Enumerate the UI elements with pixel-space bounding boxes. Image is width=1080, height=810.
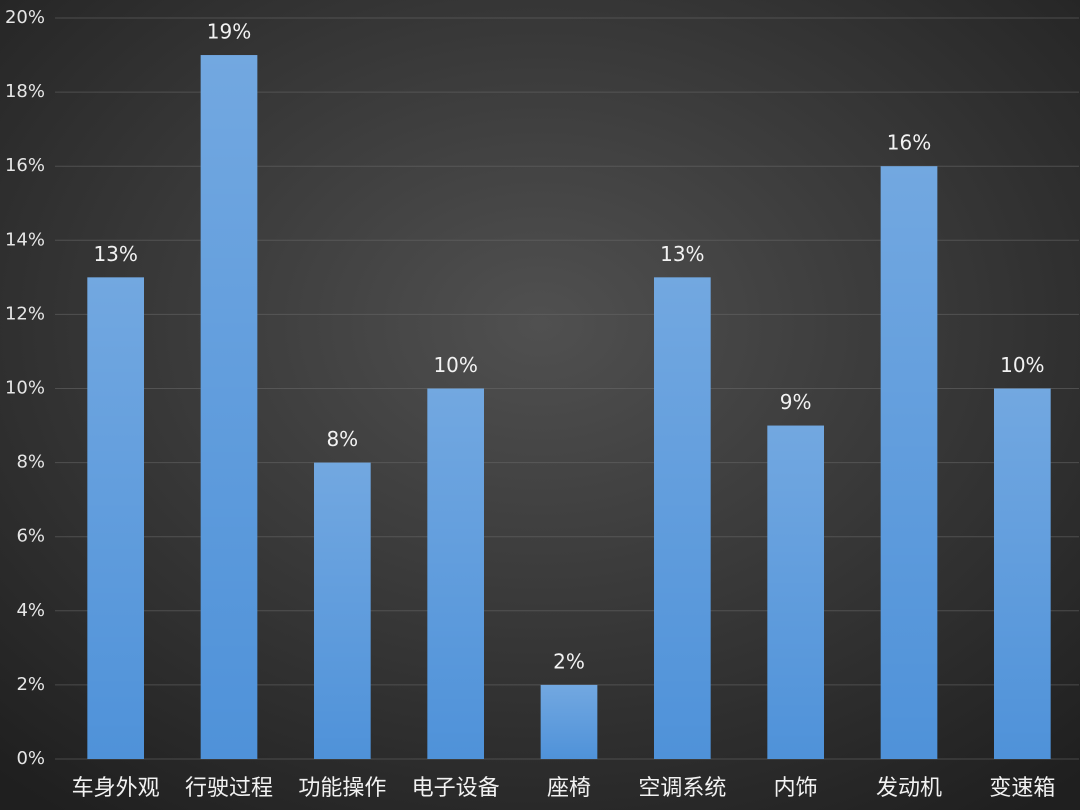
y-tick-label: 2% [16, 674, 45, 695]
y-tick-label: 0% [16, 748, 45, 769]
bar [87, 277, 144, 759]
bar [654, 277, 711, 759]
data-label: 10% [433, 353, 477, 377]
y-tick-label: 18% [5, 81, 45, 102]
data-label: 13% [93, 242, 137, 266]
x-tick-label: 电子设备 [412, 776, 500, 801]
x-tick-label: 内饰 [774, 776, 818, 801]
data-label: 2% [553, 649, 585, 673]
y-tick-label: 12% [5, 303, 45, 324]
y-tick-label: 10% [5, 378, 45, 399]
x-tick-label: 发动机 [876, 776, 942, 801]
y-tick-label: 4% [16, 600, 45, 621]
y-tick-label: 20% [5, 7, 45, 28]
x-tick-label: 变速箱 [989, 776, 1055, 801]
bar [880, 166, 938, 759]
x-tick-label: 行驶过程 [185, 776, 273, 801]
data-label: 10% [1000, 353, 1044, 377]
data-label: 8% [326, 427, 358, 451]
y-tick-label: 8% [16, 452, 45, 473]
x-tick-label: 座椅 [547, 776, 591, 801]
data-label: 9% [780, 390, 812, 414]
bar [314, 462, 371, 759]
data-label: 19% [207, 20, 251, 44]
y-tick-label: 16% [5, 155, 45, 176]
data-label: 16% [887, 131, 931, 155]
x-tick-label: 功能操作 [298, 776, 386, 801]
bar [540, 684, 598, 759]
x-tick-label: 车身外观 [72, 776, 160, 801]
bar [200, 55, 258, 760]
x-tick-label: 空调系统 [638, 776, 726, 801]
bar [767, 425, 824, 759]
y-tick-label: 14% [5, 229, 45, 250]
bar [994, 388, 1051, 759]
bar [427, 388, 484, 759]
y-tick-label: 6% [16, 526, 45, 547]
data-label: 13% [660, 242, 704, 266]
